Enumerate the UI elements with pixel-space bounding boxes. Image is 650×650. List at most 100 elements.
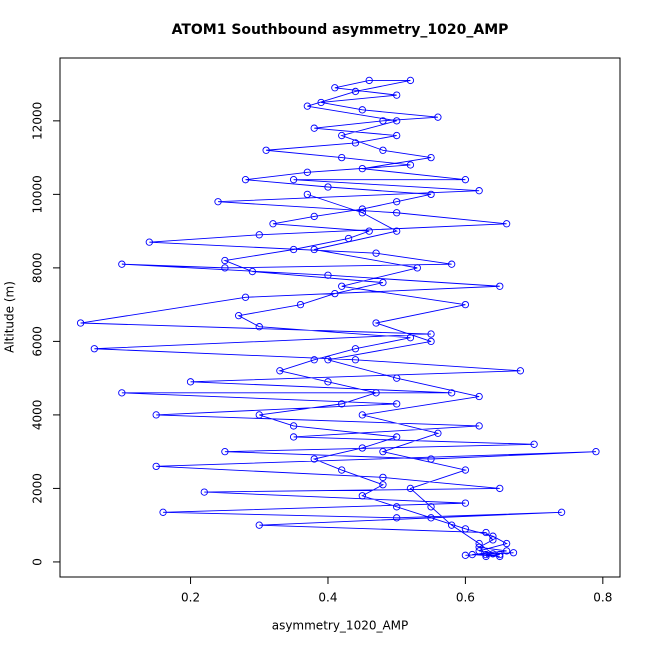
- data-point: [358, 411, 366, 419]
- data-point: [475, 392, 483, 401]
- data-point: [324, 183, 332, 191]
- data-point: [427, 455, 435, 463]
- data-point: [516, 367, 525, 375]
- data-point: [351, 356, 360, 364]
- data-point: [248, 267, 257, 276]
- data-point: [317, 98, 325, 107]
- data-point: [338, 282, 346, 290]
- data-point: [461, 525, 470, 533]
- data-point: [152, 411, 160, 419]
- data-point: [489, 532, 497, 540]
- data-point: [489, 536, 497, 544]
- data-point: [351, 345, 360, 353]
- data-point: [393, 433, 401, 441]
- data-point: [496, 550, 504, 559]
- data-point: [448, 260, 456, 268]
- data-point: [118, 260, 126, 268]
- data-point: [338, 466, 346, 474]
- chart-title: ATOM1 Southbound asymmetry_1020_AMP: [172, 22, 509, 38]
- data-point: [393, 503, 401, 511]
- data-point: [358, 106, 366, 114]
- data-point: [393, 514, 401, 522]
- data-point: [90, 345, 99, 353]
- data-point: [393, 209, 401, 217]
- data-point: [406, 334, 415, 342]
- data-point: [358, 164, 366, 173]
- data-point: [262, 146, 270, 154]
- data-point: [393, 400, 401, 408]
- data-point: [427, 190, 435, 199]
- data-point: [461, 176, 470, 184]
- data-point: [221, 448, 229, 456]
- x-tick-label: 0.8: [593, 591, 612, 605]
- data-point: [76, 319, 85, 327]
- data-point: [310, 124, 318, 132]
- y-tick-label: 2000: [31, 473, 45, 504]
- data-point: [461, 551, 470, 559]
- data-point: [303, 190, 312, 199]
- data-point: [344, 234, 353, 243]
- data-point: [289, 176, 298, 184]
- data-point: [427, 337, 435, 346]
- data-point: [200, 488, 208, 496]
- y-tick-label: 4000: [31, 400, 45, 431]
- data-point: [241, 293, 250, 301]
- data-point: [475, 547, 483, 555]
- data-point: [331, 289, 339, 298]
- data-point: [310, 356, 318, 364]
- data-point: [448, 389, 456, 397]
- data-point: [255, 231, 263, 239]
- plot-box: [59, 57, 621, 578]
- y-axis-label: Altitude (m): [3, 281, 17, 353]
- data-point: [461, 499, 470, 507]
- data-point: [365, 76, 373, 85]
- data-point: [159, 508, 167, 516]
- data-point: [331, 84, 339, 92]
- data-point: [358, 209, 366, 217]
- x-tick-label: 0.4: [318, 591, 337, 605]
- data-point: [413, 264, 421, 272]
- data-point: [289, 422, 298, 430]
- data-point: [393, 117, 401, 125]
- data-point: [214, 198, 222, 206]
- data-point: [427, 503, 435, 511]
- data-point: [427, 330, 435, 338]
- data-point: [461, 300, 470, 309]
- data-line: [80, 79, 596, 557]
- y-tick-label: 8000: [31, 253, 45, 284]
- data-point: [496, 282, 504, 290]
- data-point: [379, 481, 387, 489]
- data-point: [303, 102, 312, 110]
- data-point: [324, 271, 332, 279]
- data-point: [358, 492, 366, 500]
- data-point: [351, 139, 360, 147]
- data-point: [406, 76, 415, 85]
- data-point: [358, 444, 366, 452]
- data-point: [393, 91, 401, 99]
- data-point: [145, 238, 153, 246]
- data-point: [530, 440, 538, 448]
- data-point: [310, 212, 318, 221]
- data-point: [289, 245, 298, 254]
- data-point: [475, 422, 483, 430]
- data-point: [255, 411, 263, 419]
- data-point: [482, 528, 490, 537]
- data-point: [393, 227, 401, 235]
- data-point: [310, 245, 318, 254]
- data-point: [358, 205, 366, 213]
- data-point: [496, 552, 504, 561]
- data-point: [255, 323, 263, 331]
- data-point: [502, 539, 511, 548]
- data-point: [296, 300, 305, 309]
- data-point: [557, 508, 566, 516]
- data-point: [434, 113, 442, 121]
- data-point: [372, 249, 380, 257]
- data-point: [393, 131, 401, 140]
- data-point: [324, 356, 332, 364]
- data-point: [475, 539, 483, 548]
- data-point: [461, 466, 470, 474]
- data-point: [255, 521, 263, 529]
- data-point: [379, 448, 387, 456]
